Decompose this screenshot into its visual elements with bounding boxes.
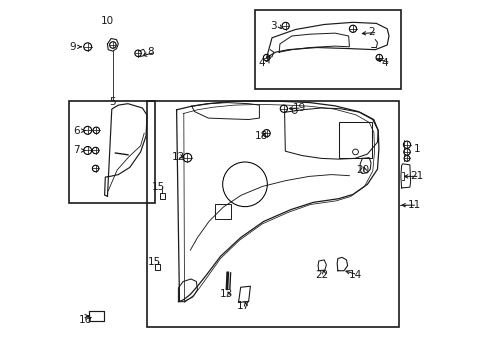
Text: 8: 8 — [147, 47, 154, 57]
Bar — [339, 122, 372, 158]
Text: 12: 12 — [172, 152, 185, 162]
Text: 11: 11 — [408, 200, 421, 210]
Text: 9: 9 — [69, 42, 76, 52]
Text: 20: 20 — [356, 165, 369, 175]
Text: 6: 6 — [73, 126, 79, 136]
Text: 22: 22 — [315, 270, 328, 280]
Text: 16: 16 — [79, 315, 92, 325]
Bar — [147, 101, 399, 327]
Text: 5: 5 — [110, 96, 116, 107]
Bar — [69, 101, 155, 203]
Text: 7: 7 — [73, 145, 79, 156]
Text: 10: 10 — [101, 16, 114, 26]
Text: 4: 4 — [382, 58, 389, 68]
Text: 13: 13 — [220, 289, 233, 300]
Text: 19: 19 — [293, 103, 306, 113]
Text: 18: 18 — [255, 131, 269, 141]
Text: 21: 21 — [411, 171, 424, 181]
Text: 15: 15 — [147, 257, 161, 267]
Text: 14: 14 — [348, 270, 362, 280]
Bar — [160, 193, 165, 199]
Text: 2: 2 — [368, 27, 375, 37]
Bar — [155, 264, 160, 270]
Bar — [255, 10, 401, 89]
Text: 3: 3 — [270, 21, 277, 31]
Text: 1: 1 — [414, 144, 421, 154]
Text: 17: 17 — [237, 301, 250, 311]
Text: 4: 4 — [258, 58, 265, 68]
Bar — [216, 204, 231, 219]
Text: 15: 15 — [152, 182, 165, 192]
